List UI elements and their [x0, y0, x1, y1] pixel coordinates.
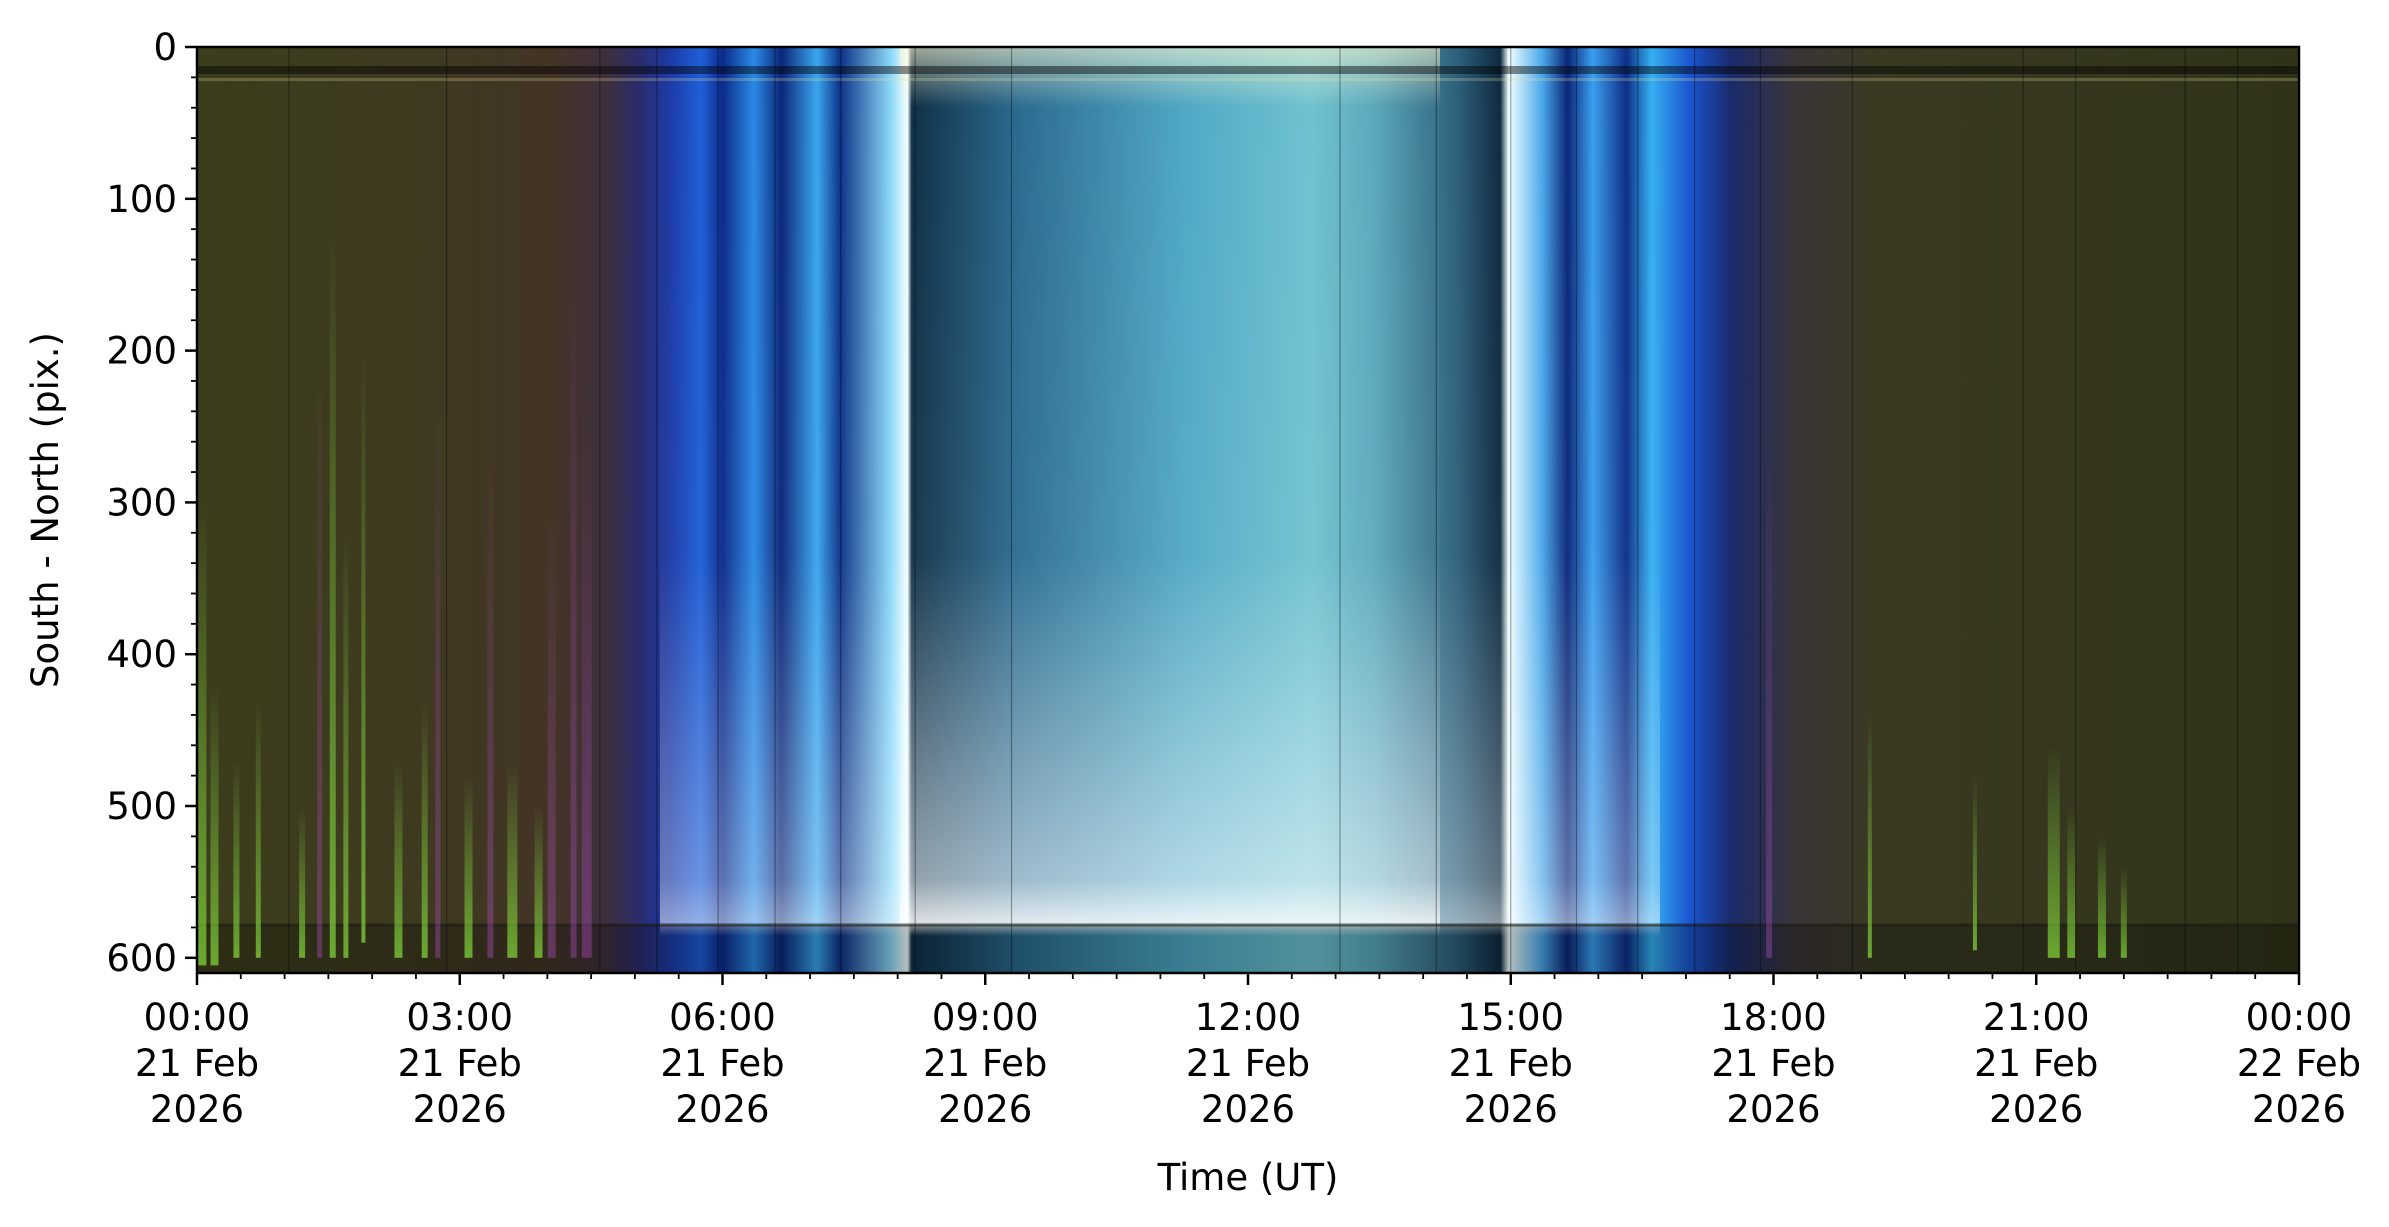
y-tick-label: 300 [106, 481, 177, 524]
aurora-ray [2120, 866, 2127, 958]
x-tick-label: 22 Feb [2237, 1042, 2361, 1085]
x-tick-label: 21 Feb [398, 1042, 522, 1085]
x-tick-label: 2026 [150, 1088, 244, 1131]
aurora-ray [464, 775, 473, 958]
x-tick-label: 2026 [938, 1088, 1032, 1131]
x-tick-label: 21:00 [1983, 996, 2090, 1039]
x-tick-label: 2026 [1464, 1088, 1558, 1131]
aurora-ray [343, 532, 349, 958]
x-tick-label: 12:00 [1195, 996, 1302, 1039]
aurora-ray [317, 350, 323, 958]
keogram-day-glow [900, 47, 1440, 973]
keogram-top-band-2 [197, 78, 2299, 81]
aurora-ray [329, 229, 336, 958]
aurora-ray [570, 274, 577, 958]
aurora-ray [2047, 745, 2060, 958]
keogram-top-glow [900, 47, 1440, 107]
aurora-ray [197, 502, 207, 966]
aurora-ray [435, 380, 441, 958]
aurora-ray [210, 684, 219, 966]
keogram-twilight-glow-am [660, 47, 900, 973]
aurora-ray [1867, 714, 1872, 958]
x-tick-label: 21 Feb [1449, 1042, 1573, 1085]
aurora-ray [581, 426, 592, 958]
x-tick-label: 21 Feb [1186, 1042, 1310, 1085]
aurora-ray [421, 699, 428, 958]
x-tick-label: 00:00 [2246, 996, 2353, 1039]
x-tick-label: 06:00 [669, 996, 776, 1039]
x-tick-label: 2026 [1201, 1088, 1295, 1131]
aurora-ray [299, 806, 306, 958]
aurora-ray [255, 699, 261, 958]
x-tick-label: 2026 [1989, 1088, 2083, 1131]
aurora-ray [2067, 806, 2076, 958]
y-axis-label: South - North (pix.) [24, 332, 67, 688]
x-tick-label: 21 Feb [660, 1042, 784, 1085]
y-tick-label: 200 [106, 330, 177, 373]
keogram-twilight-glow-pm [1440, 47, 1660, 973]
y-tick-label: 600 [106, 937, 177, 980]
aurora-ray [547, 502, 556, 958]
x-tick-label: 18:00 [1720, 996, 1827, 1039]
frame-separators [288, 47, 2239, 973]
x-tick-label: 2026 [413, 1088, 507, 1131]
keogram-horizon-strip [197, 925, 2299, 973]
x-tick-label: 09:00 [932, 996, 1039, 1039]
x-axis-label: Time (UT) [1157, 1156, 1339, 1199]
x-tick-label: 21 Feb [135, 1042, 259, 1085]
aurora-ray [487, 441, 494, 958]
x-tick-label: 03:00 [406, 996, 513, 1039]
x-tick-label: 2026 [1726, 1088, 1820, 1131]
aurora-ray [233, 760, 240, 958]
aurora-features [197, 229, 2127, 966]
aurora-ray [534, 806, 543, 958]
y-tick-label: 400 [106, 633, 177, 676]
x-tick-label: 15:00 [1457, 996, 1564, 1039]
aurora-ray [1766, 426, 1773, 958]
x-tick-label: 00:00 [144, 996, 251, 1039]
aurora-ray [361, 350, 366, 943]
x-tick-label: 21 Feb [1974, 1042, 2098, 1085]
y-axis: 0 100 200 300 400 500 600 [106, 26, 197, 980]
aurora-ray [2097, 836, 2106, 958]
y-tick-label: 500 [106, 785, 177, 828]
aurora-ray [394, 760, 403, 958]
keogram-top-band [197, 66, 2299, 74]
y-tick-label: 0 [153, 26, 177, 69]
keogram-image [197, 47, 2299, 973]
y-tick-label: 100 [106, 178, 177, 221]
x-tick-label: 21 Feb [1711, 1042, 1835, 1085]
aurora-ray [1972, 775, 1977, 951]
x-tick-label: 21 Feb [923, 1042, 1047, 1085]
x-tick-label: 2026 [675, 1088, 769, 1131]
x-tick-label: 2026 [2252, 1088, 2346, 1131]
aurora-ray [507, 760, 518, 958]
